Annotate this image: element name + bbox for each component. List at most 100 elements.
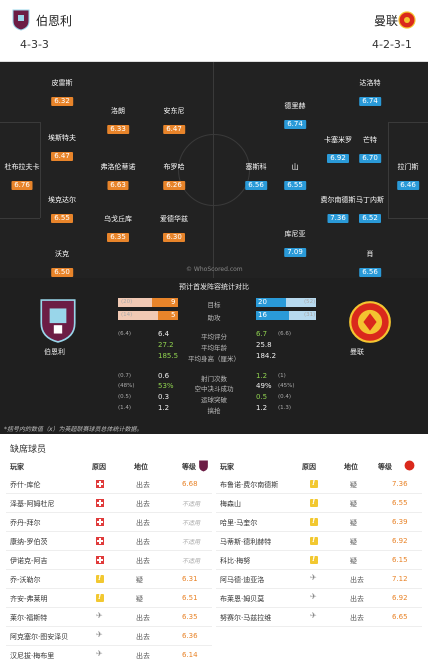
away-player[interactable]: 达洛特 6.74 (359, 79, 381, 107)
stat-label: 射门次数 (201, 375, 227, 383)
away-player[interactable]: 马丁内斯 6.52 (356, 196, 384, 224)
table-row[interactable]: 莱尔·福斯特 ✈ 出去 6.35 (6, 607, 212, 627)
status: 出去 (350, 614, 364, 622)
away-stat-value: 0.5 (256, 393, 268, 401)
burnley-crest-icon[interactable] (12, 9, 30, 31)
player-name[interactable]: 科比·梅努 (220, 557, 251, 565)
away-player[interactable]: 芒特 6.70 (359, 136, 381, 164)
doubtful-icon (310, 555, 318, 564)
table-row[interactable]: 阿马德·迪亚洛 ✈ 出去 7.12 (216, 569, 422, 589)
player-name[interactable]: 泽基-阿姆杜尼 (10, 500, 55, 508)
player-rating: 6.47 (51, 152, 73, 161)
table-row[interactable]: 康纳-罗伯茨 出去 不适用 (6, 531, 212, 551)
table-row[interactable]: 布莱恩·姆贝莫 ✈ 出去 6.92 (216, 588, 422, 608)
home-bar-fill (157, 311, 178, 320)
col-position: 地位 (344, 463, 358, 471)
home-player[interactable]: 埃斯特夫 6.47 (48, 134, 76, 162)
table-row[interactable]: 哈里·马奎尔 疑 6.39 (216, 512, 422, 532)
table-row[interactable]: 梅森山 疑 6.55 (216, 493, 422, 513)
man-utd-crest-icon[interactable] (398, 9, 416, 31)
injury-icon (96, 537, 104, 545)
home-player[interactable]: 弗洛伦蒂诺 6.63 (101, 163, 136, 191)
away-player[interactable]: 德里赫 6.74 (284, 102, 306, 130)
player-rating: 6.50 (51, 268, 73, 277)
player-name[interactable]: 哈里·马奎尔 (220, 519, 258, 527)
player-name[interactable]: 乔什-库伦 (10, 481, 41, 489)
table-row[interactable]: 乔-沃勒尔 疑 6.31 (6, 569, 212, 589)
player-name[interactable]: 齐安-弗莱明 (10, 595, 48, 603)
player-rating: 6.92 (327, 154, 349, 163)
home-team-name[interactable]: 伯恩利 (36, 14, 73, 28)
table-row[interactable]: 齐安-弗莱明 疑 6.51 (6, 588, 212, 608)
player-name: 拉门斯 (397, 163, 419, 171)
player-name[interactable]: 康纳-罗伯茨 (10, 538, 48, 546)
home-player[interactable]: 洛朗 6.33 (107, 107, 129, 135)
player-name[interactable]: 伊诺克-阿吉 (10, 557, 48, 565)
home-player[interactable]: 乌戈丘库 6.35 (104, 215, 132, 243)
away-player[interactable]: 卡塞米罗 6.92 (324, 136, 352, 164)
player-name[interactable]: 汉尼拔·梅布里 (10, 652, 55, 659)
player-rating: 6.55 (284, 181, 306, 190)
home-player[interactable]: 皮雷斯 6.32 (51, 79, 73, 107)
injury-icon (96, 499, 104, 507)
home-player[interactable]: 布罗哈 6.26 (163, 163, 185, 191)
player-name: 乌戈丘库 (104, 215, 132, 223)
away-player[interactable]: 塞斯科 6.56 (245, 163, 267, 191)
plane-icon: ✈ (310, 573, 317, 582)
home-player[interactable]: 沃克 6.50 (51, 250, 73, 278)
col-rating: 等级 (182, 463, 196, 471)
table-row[interactable]: 马蒂斯·德利赫特 疑 6.92 (216, 531, 422, 551)
stat-label: 空中决斗成功 (194, 385, 234, 393)
rating: 不适用 (182, 539, 201, 546)
table-row[interactable]: 泽基-阿姆杜尼 出去 不适用 (6, 493, 212, 513)
away-player[interactable]: 肖 6.56 (359, 250, 381, 278)
bar-label: 助攻 (207, 314, 221, 322)
table-row[interactable]: 乔什-库伦 出去 6.68 (6, 474, 212, 494)
rating: 6.92 (392, 537, 408, 545)
table-row[interactable]: 汉尼拔·梅布里 ✈ 出去 6.14 (6, 645, 212, 659)
player-name[interactable]: 梅森山 (220, 500, 241, 508)
player-name[interactable]: 阿马德·迪亚洛 (220, 576, 265, 584)
player-name[interactable]: 阿克塞尔·图安泽贝 (10, 633, 69, 641)
player-name[interactable]: 乔丹-拜尔 (10, 519, 41, 527)
table-row[interactable]: 乔丹-拜尔 出去 不适用 (6, 512, 212, 532)
player-rating: 6.46 (397, 181, 419, 190)
player-name[interactable]: 布莱恩·姆贝莫 (220, 595, 265, 603)
player-rating: 6.56 (359, 268, 381, 277)
away-stat-value: 1.2 (256, 404, 268, 412)
table-row[interactable]: 科比·梅努 疑 6.15 (216, 550, 422, 570)
missing-players-title: 缺席球员 (10, 445, 47, 455)
player-name[interactable]: 乔-沃勒尔 (10, 576, 41, 584)
table-row[interactable]: 伊诺克-阿吉 出去 不适用 (6, 550, 212, 570)
status: 疑 (136, 576, 143, 584)
player-name[interactable]: 马蒂斯·德利赫特 (220, 538, 272, 546)
rating: 6.31 (182, 575, 198, 583)
away-player[interactable]: 拉门斯 6.46 (397, 163, 419, 191)
home-player[interactable]: 埃克达尔 6.55 (48, 196, 76, 224)
man-utd-mini-crest-icon (404, 460, 415, 471)
away-player[interactable]: 费尔南德斯 7.36 (321, 196, 356, 224)
home-stat-value: 53% (158, 382, 174, 390)
bar-label: 目标 (207, 301, 221, 309)
player-name[interactable]: 努赛尔·马兹拉维 (220, 614, 272, 622)
home-player[interactable]: 爱德华兹 6.30 (160, 215, 188, 243)
missing-players: 缺席球员 玩家 原因 地位 等级 乔什-库伦 出去 6.68 泽基-阿姆杜尼 出去 不适用… (0, 434, 428, 659)
table-row[interactable]: 努赛尔·马兹拉维 ✈ 出去 6.65 (216, 607, 422, 627)
table-row[interactable]: 布鲁诺·费尔南德斯 疑 7.36 (216, 474, 422, 494)
status: 出去 (136, 652, 150, 659)
away-player[interactable]: 山 6.55 (284, 163, 306, 191)
home-bar-value: 5 (171, 311, 176, 319)
home-stat-league: (1.4) (118, 405, 132, 411)
player-name: 弗洛伦蒂诺 (100, 163, 136, 171)
away-player[interactable]: 库尼亚 7.09 (284, 230, 306, 258)
player-name: 埃斯特夫 (48, 134, 76, 142)
player-name[interactable]: 莱尔·福斯特 (10, 614, 48, 622)
status: 疑 (350, 500, 357, 508)
comparison-away-label: 曼联 (350, 348, 364, 356)
player-name[interactable]: 布鲁诺·费尔南德斯 (220, 481, 279, 489)
player-rating: 6.63 (107, 181, 129, 190)
table-row[interactable]: 阿克塞尔·图安泽贝 ✈ 出去 6.36 (6, 626, 212, 646)
home-player[interactable]: 安东尼 6.47 (163, 107, 185, 135)
away-team-name[interactable]: 曼联 (374, 14, 399, 28)
home-player[interactable]: 杜布拉夫卡 6.76 (5, 163, 40, 191)
